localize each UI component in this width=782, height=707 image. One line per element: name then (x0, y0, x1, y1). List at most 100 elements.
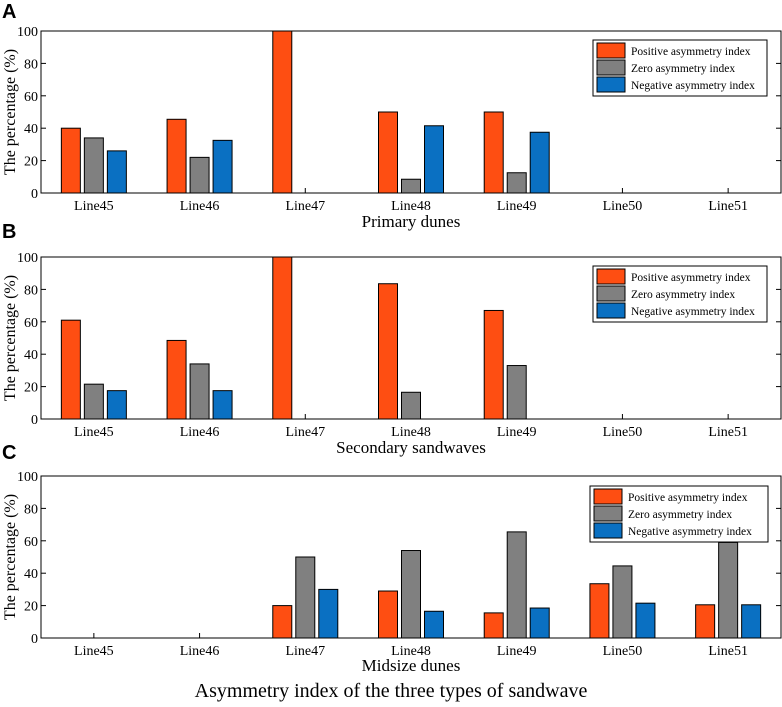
y-tick-label: 80 (24, 283, 38, 298)
x-tick-label: Line50 (603, 425, 643, 440)
legend-entry: Negative asymmetry index (631, 306, 755, 318)
y-tick-label: 60 (24, 90, 38, 105)
x-tick-label: Line46 (180, 644, 220, 659)
bar-line49-series-1 (483, 111, 504, 194)
legend-swatch (596, 59, 626, 76)
bar-line45-series-3 (106, 390, 127, 420)
x-tick-label: Line50 (603, 199, 643, 214)
y-tick-label: 0 (31, 632, 38, 647)
bar-line49-series-1 (483, 612, 504, 639)
bar-line46-series-3 (212, 390, 233, 420)
y-tick-label: 20 (24, 600, 38, 615)
bar-line48-series-1 (378, 283, 398, 420)
bar-line46-series-1 (166, 118, 187, 194)
bar-line45-series-3 (106, 150, 127, 194)
bar-line48-series-2 (401, 550, 421, 639)
y-tick-label: 100 (17, 470, 38, 485)
legend-swatch (593, 488, 623, 505)
bar-line49-series-1 (483, 309, 504, 420)
y-tick-label: 80 (24, 502, 38, 517)
panel-letter-b: B (2, 221, 17, 243)
legend-entry: Negative asymmetry index (628, 526, 752, 538)
legend-swatch (593, 522, 623, 539)
legend-entry: Positive asymmetry index (631, 272, 751, 284)
panel-letter-c: C (2, 442, 17, 464)
x-axis-label: Primary dunes (362, 212, 461, 231)
chart-panel-c: 0 20 40 60 80 100 The percentage (%) Line45 Line… (2, 470, 782, 675)
figure-caption: Asymmetry index of the three types of sa… (194, 680, 588, 702)
bar-line46-series-3 (212, 139, 233, 194)
legend-swatch (596, 285, 626, 302)
bar-line47-series-3 (318, 588, 339, 639)
x-tick-label: Line51 (708, 644, 748, 659)
y-tick-label: 80 (24, 57, 38, 72)
x-tick-label: Line48 (391, 199, 431, 214)
legend-swatch (593, 505, 623, 522)
bar-line50-series-3 (635, 602, 656, 639)
bar-line47-series-1 (272, 30, 293, 194)
legend-swatch (596, 302, 626, 319)
chart-panel-a: 0 20 40 60 80 100 The percentage (%) Line45 Line… (2, 25, 782, 231)
y-tick-label: 40 (24, 567, 38, 582)
chart-panel-b: 0 20 40 60 80 100 The percentage (%) Line45 Line… (2, 251, 782, 457)
x-tick-label: Line45 (74, 644, 114, 659)
bar-line45-series-2 (83, 137, 104, 194)
y-tick-label: 60 (24, 535, 38, 550)
x-tick-label: Line47 (285, 425, 325, 440)
legend-entry: Positive asymmetry index (628, 492, 748, 504)
y-tick-label: 100 (17, 25, 38, 40)
x-tick-label: Line45 (74, 425, 114, 440)
bar-line45-series-1 (60, 319, 81, 420)
bar-line47-series-1 (272, 256, 293, 420)
x-tick-label: Line48 (391, 644, 431, 659)
legend-entry: Zero asymmetry index (628, 509, 732, 521)
y-axis-label: The percentage (%) (2, 494, 19, 620)
x-tick-label: Line46 (180, 425, 220, 440)
x-tick-label: Line47 (285, 199, 325, 214)
bar-line51-series-3 (741, 604, 762, 639)
bar-line48-series-3 (424, 610, 444, 639)
x-tick-label: Line46 (180, 199, 220, 214)
y-tick-label: 0 (31, 187, 38, 202)
y-tick-label: 60 (24, 316, 38, 331)
y-tick-label: 100 (17, 251, 38, 266)
legend-entry: Zero asymmetry index (631, 289, 735, 301)
x-tick-label: Line48 (391, 425, 431, 440)
bar-line46-series-1 (166, 339, 187, 420)
y-tick-label: 0 (31, 413, 38, 428)
bar-line50-series-2 (612, 565, 633, 639)
bar-line47-series-1 (272, 605, 293, 639)
x-axis-label: Secondary sandwaves (336, 438, 486, 457)
x-tick-label: Line49 (497, 644, 537, 659)
legend-swatch (596, 42, 626, 59)
bar-line49-series-2 (506, 365, 527, 420)
bar-line51-series-1 (695, 604, 716, 639)
legend: Positive asymmetry index Zero asymmetry i… (592, 265, 768, 323)
y-tick-label: 20 (24, 381, 38, 396)
legend: Positive asymmetry index Zero asymmetry i… (592, 39, 768, 97)
x-tick-label: Line47 (285, 644, 325, 659)
x-tick-label: Line50 (603, 644, 643, 659)
bar-line48-series-3 (424, 125, 444, 194)
legend: Positive asymmetry index Zero asymmetry i… (589, 485, 769, 543)
bar-line50-series-1 (589, 583, 610, 639)
x-tick-label: Line51 (708, 425, 748, 440)
bar-line46-series-2 (189, 363, 210, 420)
legend-swatch (596, 268, 626, 285)
bar-line46-series-2 (189, 156, 210, 194)
x-tick-label: Line45 (74, 199, 114, 214)
bar-line45-series-1 (60, 127, 81, 194)
legend-swatch (596, 76, 626, 93)
x-axis-label: Midsize dunes (362, 656, 461, 675)
bar-line47-series-2 (295, 556, 316, 639)
bar-line45-series-2 (83, 383, 104, 420)
bar-line48-series-2 (401, 178, 421, 194)
y-tick-label: 40 (24, 122, 38, 137)
legend-entry: Negative asymmetry index (631, 80, 755, 92)
x-tick-label: Line49 (497, 199, 537, 214)
x-tick-label: Line49 (497, 425, 537, 440)
bar-line48-series-1 (378, 111, 398, 194)
bar-line49-series-3 (529, 607, 550, 639)
panel-letter-a: A (2, 1, 17, 23)
